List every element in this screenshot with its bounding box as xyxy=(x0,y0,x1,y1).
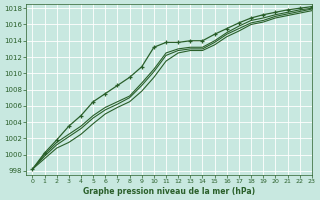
X-axis label: Graphe pression niveau de la mer (hPa): Graphe pression niveau de la mer (hPa) xyxy=(83,187,255,196)
